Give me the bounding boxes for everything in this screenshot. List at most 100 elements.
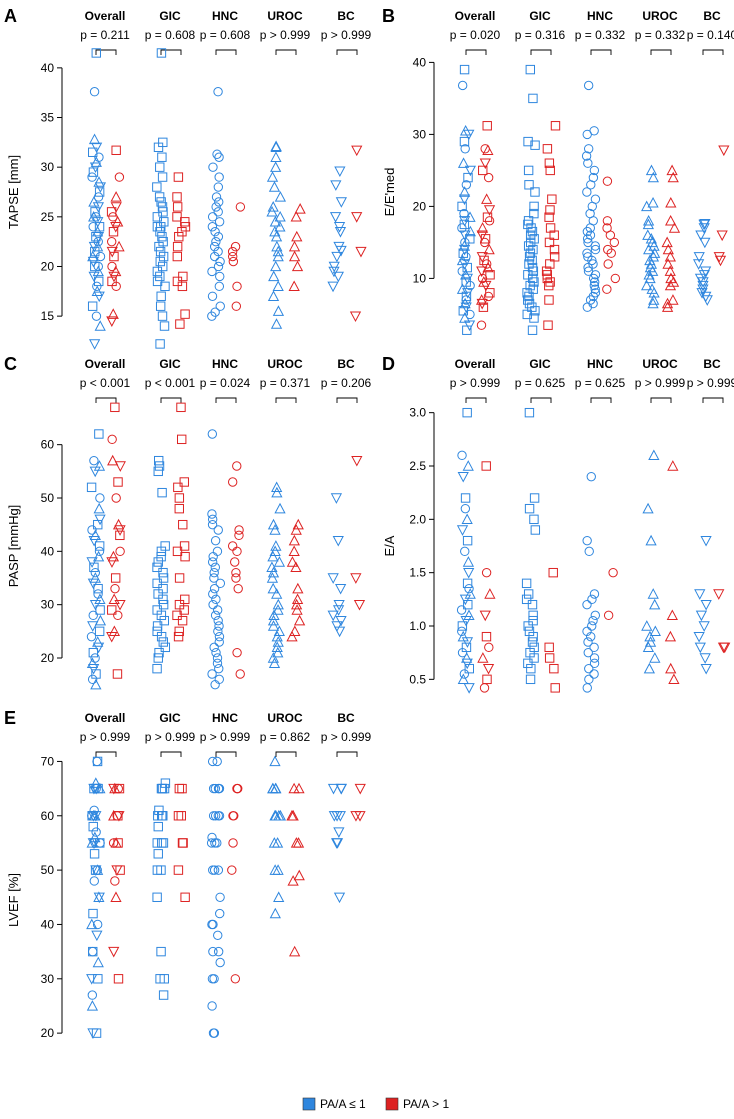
data-point [157, 202, 168, 212]
group-label: BC [337, 711, 355, 725]
data-point [212, 653, 223, 663]
data-point [523, 165, 534, 176]
data-point [523, 621, 533, 631]
data-point [459, 594, 472, 606]
data-point [90, 678, 102, 690]
data-point [462, 288, 474, 299]
data-point [209, 573, 219, 583]
data-point [270, 260, 282, 272]
data-point [91, 827, 101, 837]
data-point [215, 301, 225, 311]
group-label: UROC [642, 357, 678, 371]
data-point [230, 974, 241, 984]
data-point [457, 673, 469, 685]
data-point [207, 756, 218, 767]
group-label: UROC [267, 357, 303, 371]
data-point [214, 631, 225, 642]
y-tick-label: 2.0 [409, 512, 426, 526]
y-tick-label: 50 [41, 491, 55, 505]
data-point [229, 811, 239, 821]
data-point [290, 561, 302, 573]
data-point [266, 171, 279, 182]
data-point [106, 207, 117, 217]
y-tick-label: 0.5 [409, 672, 426, 686]
data-point [291, 230, 303, 242]
data-point [582, 599, 592, 610]
data-point [108, 593, 120, 605]
data-point [108, 625, 121, 637]
data-point [647, 588, 659, 599]
data-point [88, 147, 98, 157]
data-point [482, 144, 494, 155]
y-axis-title: TAPSE [mm] [6, 155, 21, 229]
data-point [700, 535, 712, 547]
data-point [152, 621, 163, 631]
data-point [521, 594, 532, 605]
data-point [645, 534, 657, 546]
data-point [152, 222, 163, 232]
significance-bracket [336, 397, 358, 403]
data-point [482, 663, 495, 675]
data-point [544, 295, 554, 305]
panel-letter: A [4, 6, 17, 26]
data-point [700, 663, 712, 675]
data-point [158, 573, 169, 583]
data-point [530, 187, 540, 197]
data-point [92, 281, 102, 292]
data-point [457, 223, 467, 233]
data-point [111, 145, 121, 155]
data-point [87, 621, 99, 632]
data-point [460, 493, 471, 503]
data-point [89, 86, 100, 97]
data-point [267, 620, 280, 631]
data-point [91, 285, 103, 297]
data-point [93, 236, 103, 247]
data-point [87, 250, 99, 262]
data-point [335, 783, 348, 795]
data-point [583, 144, 594, 154]
data-point [173, 865, 184, 875]
data-point [544, 158, 555, 168]
data-point [548, 567, 558, 578]
data-point [586, 180, 596, 190]
data-point [642, 214, 655, 226]
data-point [545, 205, 555, 215]
data-point [89, 455, 99, 466]
data-point [87, 172, 97, 182]
data-point [349, 311, 362, 323]
data-point [155, 271, 165, 282]
panel-letter: B [382, 6, 395, 26]
data-point [158, 261, 168, 272]
data-point [213, 946, 224, 957]
data-point [529, 234, 539, 244]
data-point [286, 556, 299, 567]
group-label: BC [337, 9, 355, 23]
data-point [209, 567, 219, 578]
data-point [267, 550, 279, 562]
data-point [334, 227, 347, 238]
data-point [211, 594, 221, 605]
data-point [207, 1001, 217, 1011]
y-tick-label: 20 [41, 259, 55, 273]
data-point [267, 566, 280, 578]
data-point [462, 325, 472, 335]
data-point [642, 229, 654, 240]
data-point [108, 946, 120, 958]
data-point [213, 525, 223, 535]
data-point [274, 191, 287, 202]
data-point [90, 865, 101, 875]
data-point [290, 210, 302, 222]
significance-bracket [160, 397, 182, 403]
data-point [174, 503, 184, 514]
data-point [214, 172, 224, 182]
data-point [603, 259, 613, 269]
data-point [158, 207, 168, 217]
data-point [110, 837, 122, 848]
group-label: Overall [455, 357, 496, 371]
data-point [643, 243, 655, 255]
data-point [456, 525, 469, 536]
data-point [92, 636, 104, 647]
panel-d: D 0.5 1.0 1.5 2.0 2.5 3.0 E/A Overall p > 0.999 GI… [382, 354, 734, 694]
data-point [208, 865, 218, 875]
data-point [581, 151, 592, 161]
